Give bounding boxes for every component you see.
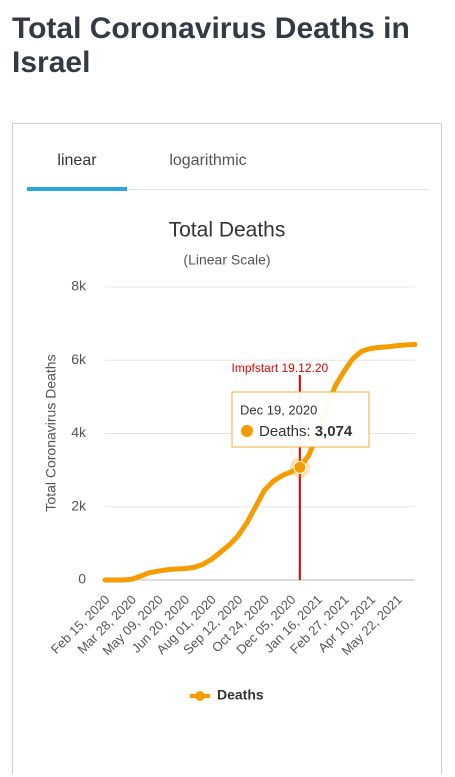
legend-label: Deaths	[217, 687, 264, 703]
tooltip-value: Deaths: 3,074	[259, 423, 353, 440]
tooltip-number: 3,074	[315, 423, 353, 440]
y-tick-label: 6k	[71, 351, 87, 367]
page-title: Total Coronavirus Deaths in Israel	[12, 12, 410, 79]
tab-divider	[27, 189, 429, 190]
tab[interactable]: logarithmic	[169, 152, 247, 169]
highlight-point	[293, 460, 307, 474]
annotation-label: Impfstart 19.12.20	[231, 361, 328, 375]
active-tab-indicator	[27, 187, 127, 191]
legend-swatch-dot	[195, 691, 205, 701]
y-tick-label: 8k	[71, 278, 87, 294]
chart-card: linear logarithmic	[12, 123, 442, 774]
y-axis-label: Total Coronavirus Deaths	[43, 354, 59, 511]
chart-subtitle: (Linear Scale)	[183, 252, 270, 268]
chart-title: Total Deaths	[169, 219, 286, 242]
y-tick-label: 0	[78, 571, 86, 587]
tooltip-box	[231, 391, 370, 448]
tab[interactable]: linear	[57, 152, 97, 169]
series-line	[102, 342, 418, 583]
tooltip-marker	[241, 425, 253, 437]
tooltip-series: Deaths:	[259, 423, 311, 440]
y-tick-label: 2k	[71, 497, 87, 513]
tooltip-date: Dec 19, 2020	[240, 402, 317, 417]
y-tick-label: 4k	[71, 424, 87, 440]
